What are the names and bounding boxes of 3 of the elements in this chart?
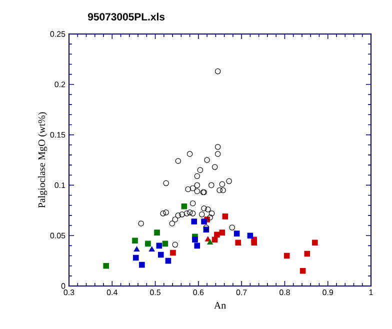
x-axis-title: An <box>214 302 226 309</box>
chart-title: 95073005PL.xls <box>88 12 165 21</box>
y-axis-title: Palgioclase MgO (wt%) <box>38 112 48 208</box>
